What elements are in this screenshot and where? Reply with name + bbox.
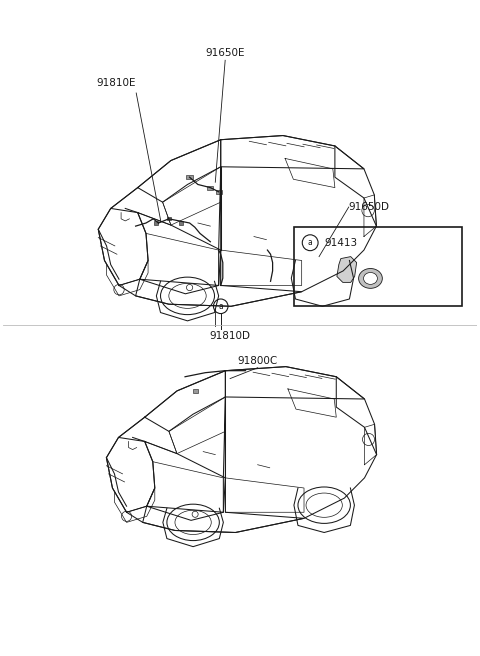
Text: 91810D: 91810D [210, 331, 251, 341]
Text: 91413: 91413 [324, 237, 357, 248]
Bar [207, 186, 214, 190]
Text: a: a [218, 302, 223, 311]
FancyBboxPatch shape [294, 227, 462, 306]
Text: a: a [308, 238, 312, 247]
Text: 91650E: 91650E [205, 49, 245, 58]
Ellipse shape [359, 268, 383, 289]
Text: 91800C: 91800C [238, 356, 278, 365]
Text: 91650D: 91650D [349, 202, 390, 212]
Bar [167, 217, 171, 220]
Ellipse shape [363, 272, 377, 284]
Bar [154, 222, 158, 224]
Bar [216, 190, 222, 194]
Bar [179, 222, 183, 224]
Bar [186, 175, 192, 179]
Text: 91810E: 91810E [96, 78, 136, 88]
Bar [193, 389, 198, 393]
Polygon shape [337, 256, 357, 282]
